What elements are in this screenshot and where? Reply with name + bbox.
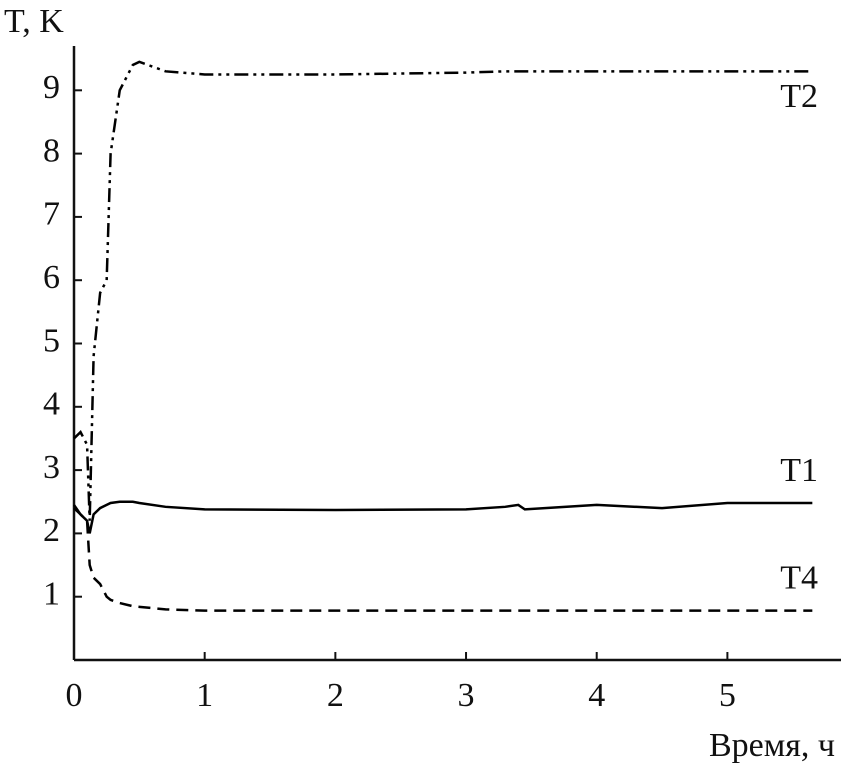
x-tick-label: 4 <box>588 677 605 714</box>
x-tick-label: 3 <box>458 677 475 714</box>
y-tick-label: 8 <box>43 132 60 169</box>
y-tick-label: 7 <box>43 196 60 233</box>
series-label: T1 <box>780 452 818 489</box>
series-label: T4 <box>780 559 818 596</box>
y-tick-label: 5 <box>43 322 60 359</box>
y-tick-label: 2 <box>43 512 60 549</box>
x-tick-label: 0 <box>66 677 83 714</box>
y-axis-label: T, K <box>4 3 64 40</box>
y-tick-label: 6 <box>43 259 60 296</box>
x-tick-label: 5 <box>719 677 736 714</box>
y-tick-label: 9 <box>43 69 60 106</box>
y-tick-label: 3 <box>43 449 60 486</box>
y-tick-label: 1 <box>43 575 60 612</box>
series-line <box>72 500 813 534</box>
x-tick-label: 1 <box>196 677 213 714</box>
series-line <box>73 507 813 612</box>
series-label: T2 <box>780 78 818 115</box>
x-axis-label: Время, ч <box>709 727 835 764</box>
y-tick-label: 4 <box>43 386 60 423</box>
x-tick-label: 2 <box>327 677 344 714</box>
series-line <box>73 60 813 521</box>
